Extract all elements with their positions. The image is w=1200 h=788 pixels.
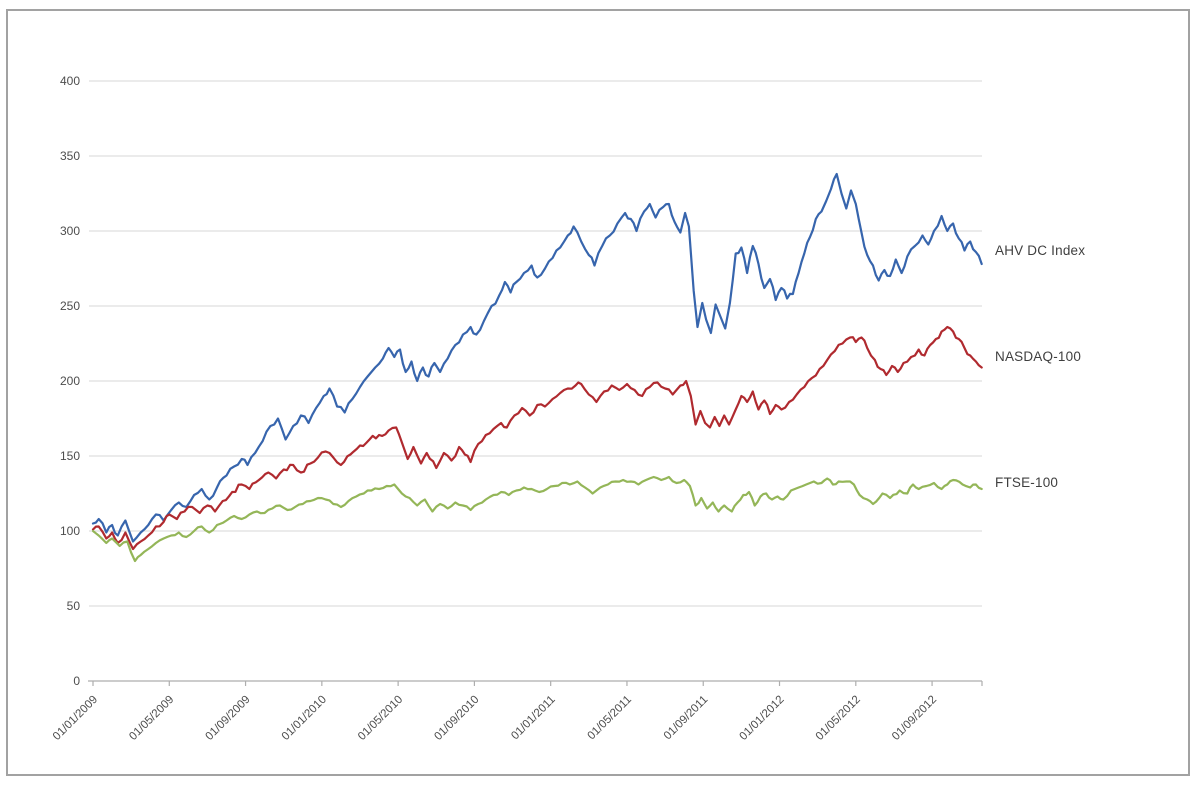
y-tick-label: 100 — [60, 524, 80, 538]
x-tick-label: 01/09/2009 — [203, 694, 252, 743]
y-tick-label: 200 — [60, 374, 80, 388]
y-tick-label: 250 — [60, 299, 80, 313]
x-tick-label: 01/05/2010 — [356, 694, 405, 743]
y-tick-label: 50 — [67, 599, 81, 613]
y-tick-label: 0 — [73, 674, 80, 688]
y-tick-label: 400 — [60, 74, 80, 88]
x-tick-label: 01/01/2009 — [51, 694, 100, 743]
x-tick-label: 01/05/2011 — [586, 694, 635, 743]
x-tick-label: 01/09/2010 — [432, 694, 481, 743]
series-label-ftse-100: FTSE-100 — [995, 475, 1059, 490]
series-label-nasdaq-100: NASDAQ-100 — [995, 348, 1082, 364]
y-tick-label: 300 — [60, 224, 80, 238]
x-tick-label: 01/01/2012 — [737, 694, 786, 743]
x-tick-label: 01/01/2011 — [509, 694, 558, 743]
x-tick-label: 01/01/2010 — [280, 694, 329, 743]
x-tick-label: 01/09/2012 — [890, 694, 939, 743]
series-line-ahv-dc-index — [91, 172, 983, 543]
series-label-ahv-dc-index: AHV DC Index — [995, 243, 1086, 258]
x-tick-label: 01/09/2011 — [662, 694, 711, 743]
x-tick-label: 01/05/2009 — [127, 694, 176, 743]
y-tick-label: 150 — [60, 449, 80, 463]
y-tick-label: 350 — [60, 149, 80, 163]
series-line-nasdaq-100 — [91, 325, 983, 551]
x-tick-label: 01/05/2012 — [814, 694, 863, 743]
series-line-ftse-100 — [91, 475, 983, 563]
